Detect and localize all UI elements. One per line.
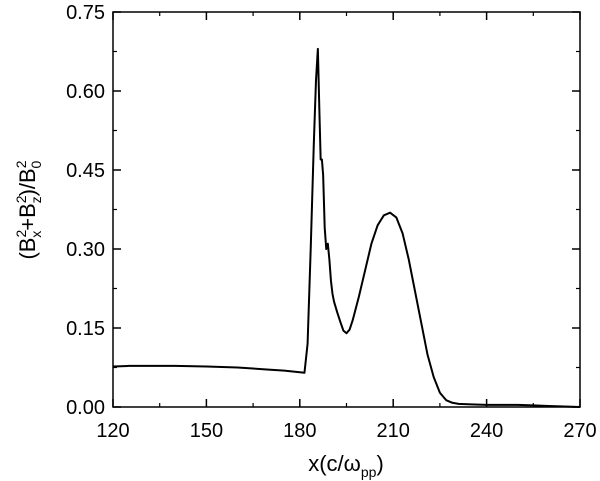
y-axis-title: (B2x+B2z)/B20 — [13, 160, 44, 259]
y-title-bz-sub: z — [28, 196, 44, 203]
plot-frame — [112, 11, 581, 408]
x-tick-label: 210 — [377, 420, 410, 442]
y-title-bz-sup: 2 — [13, 195, 29, 203]
x-axis-title-sub: pp — [361, 464, 377, 480]
y-title-mid: )/B — [15, 168, 40, 196]
tick-labels: 120 150 180 210 240 270 0.00 0.15 0.30 0.45 0.60 0.… — [66, 2, 597, 442]
x-tick-label: 180 — [283, 420, 316, 442]
y-tick-label: 0.00 — [66, 397, 105, 419]
y-tick-label: 0.30 — [66, 239, 105, 261]
y-tick-label: 0.60 — [66, 81, 105, 103]
x-tick-label: 240 — [470, 420, 503, 442]
x-tick-label: 270 — [563, 420, 596, 442]
y-title-b0-sub: 0 — [28, 160, 44, 168]
y-tick-label: 0.45 — [66, 160, 105, 182]
x-tick-label: 120 — [96, 420, 129, 442]
y-title-bx-sup: 2 — [13, 230, 29, 238]
x-tick-label: 150 — [190, 420, 223, 442]
x-axis-title-main: x(c/ω — [308, 451, 361, 476]
x-axis-title: x(c/ωpp) — [308, 451, 384, 480]
series-line — [112, 47, 581, 408]
y-tick-label: 0.75 — [66, 2, 105, 24]
y-title-open: (B — [15, 238, 40, 260]
axis-ticks — [112, 11, 581, 408]
y-title-plus: +B — [15, 203, 40, 231]
y-tick-label: 0.15 — [66, 318, 105, 340]
x-axis-title-close: ) — [376, 451, 383, 476]
y-title-b0-sup: 2 — [13, 160, 29, 168]
y-title-bx-sub: x — [28, 231, 44, 238]
